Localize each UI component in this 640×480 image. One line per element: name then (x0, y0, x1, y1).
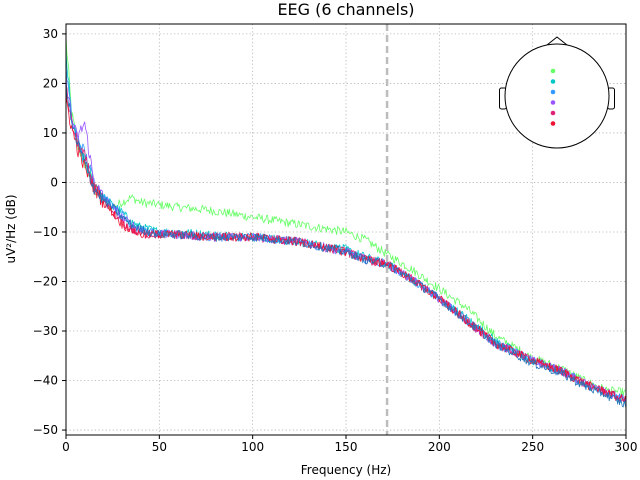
x-tick-label: 250 (521, 440, 544, 454)
sensor-dot (550, 89, 556, 95)
x-tick-label: 0 (62, 440, 70, 454)
y-tick-label: 20 (43, 76, 58, 90)
sensor-dot (550, 100, 556, 105)
y-tick-label: −30 (33, 324, 58, 338)
y-tick-label: 10 (43, 126, 58, 140)
sensor-topomap-legend (499, 36, 615, 149)
x-tick-label: 150 (335, 440, 358, 454)
sensor-dot (550, 68, 556, 74)
sensor-dots (550, 68, 556, 126)
sensor-dot (550, 110, 556, 116)
nose-shape (546, 36, 568, 46)
y-tick-label: −40 (33, 374, 58, 388)
sensor-dot (550, 79, 556, 84)
y-tick-label: 30 (43, 27, 58, 41)
x-tick-label: 300 (615, 440, 638, 454)
y-tick-label: −50 (33, 423, 58, 437)
y-tick-label: −20 (33, 274, 58, 288)
x-tick-label: 50 (152, 440, 167, 454)
x-tick-label: 100 (241, 440, 264, 454)
x-axis-label: Frequency (Hz) (301, 463, 392, 477)
y-axis-label: uV²/Hz (dB) (4, 194, 18, 263)
sensor-dot (550, 121, 556, 126)
x-tick-label: 200 (428, 440, 451, 454)
psd-series (65, 36, 627, 408)
y-tick-label: 0 (50, 175, 58, 189)
head-outline (504, 43, 610, 149)
y-tick-label: −10 (33, 225, 58, 239)
psd-trace (65, 82, 627, 408)
chart-title: EEG (6 channels) (277, 0, 414, 19)
x-axis-ticks: 0 50 100 150 200 250 300 (62, 435, 637, 454)
y-axis-ticks: 30 20 10 0 −10 −20 −30 −40 −50 (33, 27, 66, 437)
